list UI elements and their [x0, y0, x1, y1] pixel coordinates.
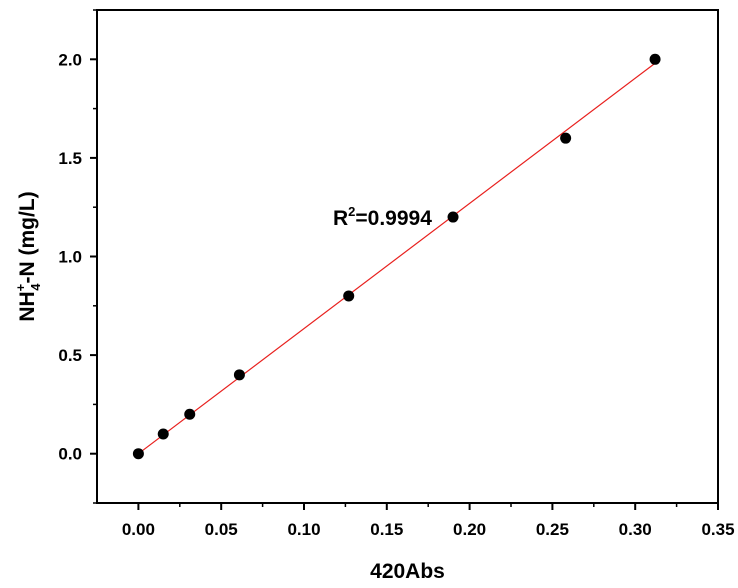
x-tick-labels: 0.00 0.05 0.10 0.15 0.20 0.25 0.30 0.35: [122, 520, 735, 539]
data-point: [233, 369, 245, 381]
x-tick-label: 0.05: [205, 520, 238, 539]
x-tick-label: 0.00: [122, 520, 155, 539]
y-axis-title: NH+4-N (mg/L): [13, 191, 43, 321]
r-squared-prefix: R: [333, 207, 348, 230]
x-tick-label: 0.15: [370, 520, 403, 539]
major-ticks: [90, 58, 719, 510]
y-axis-title-main: NH: [16, 291, 39, 321]
x-tick-label: 0.10: [287, 520, 320, 539]
data-point: [560, 132, 572, 144]
data-point: [184, 408, 196, 420]
y-axis-title-subscript: 4: [28, 283, 43, 291]
x-tick-label: 0.20: [453, 520, 486, 539]
data-points: [132, 53, 661, 460]
y-tick-label: 2.0: [58, 50, 82, 69]
y-tick-label: 0.5: [58, 346, 82, 365]
plot-frame: [96, 9, 719, 504]
minor-ticks: [93, 9, 678, 507]
r-squared-value: =0.9994: [355, 207, 432, 230]
x-tick-label: 0.35: [701, 520, 734, 539]
y-tick-label: 0.0: [58, 445, 82, 464]
y-axis-title-rest: -N (mg/L): [16, 191, 39, 283]
y-tick-label: 1.5: [58, 149, 82, 168]
data-point: [132, 448, 144, 460]
data-point: [649, 53, 661, 65]
y-axis-title-superscript: +: [13, 283, 28, 291]
x-tick-label: 0.30: [619, 520, 652, 539]
data-point: [157, 428, 169, 440]
r-squared-superscript: 2: [348, 204, 355, 219]
fit-line: [138, 62, 656, 455]
r-squared-annotation: R2=0.9994: [333, 204, 432, 230]
x-tick-label: 0.25: [536, 520, 569, 539]
y-tick-labels: 0.0 0.5 1.0 1.5 2.0: [58, 50, 82, 463]
y-tick-label: 1.0: [58, 248, 82, 267]
data-point: [343, 290, 355, 302]
x-axis-title: 420Abs: [370, 560, 445, 583]
data-point: [447, 211, 459, 223]
